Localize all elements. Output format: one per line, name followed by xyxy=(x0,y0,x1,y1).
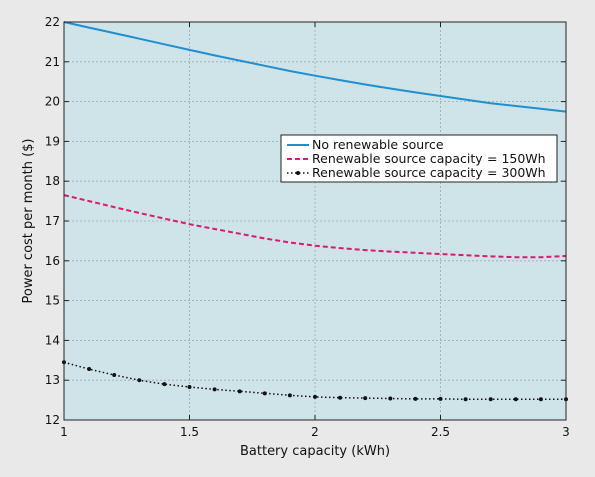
x-tick-label: 2 xyxy=(311,425,319,439)
series-point xyxy=(463,397,468,402)
legend-swatch-marker xyxy=(296,171,300,175)
x-tick-label: 1 xyxy=(60,425,68,439)
series-point xyxy=(187,384,192,389)
y-tick-label: 16 xyxy=(45,254,60,268)
series-point xyxy=(363,396,368,401)
x-axis-label: Battery capacity (kWh) xyxy=(240,444,390,459)
series-point xyxy=(388,396,393,401)
series-point xyxy=(212,387,217,392)
legend-box xyxy=(280,134,558,183)
y-tick-label: 15 xyxy=(45,294,60,308)
plot-area xyxy=(64,22,566,420)
series-point xyxy=(488,397,493,402)
axis-ticks: 1 1.5 2 2.5 3 12 13 14 15 16 17 18 19 20 21 22 xyxy=(45,15,570,439)
series-point xyxy=(112,373,117,378)
series-point xyxy=(338,395,343,400)
y-tick-label: 14 xyxy=(45,333,60,347)
series-layer xyxy=(62,21,568,402)
series-point xyxy=(162,382,167,387)
series-line-1 xyxy=(63,21,567,113)
series-point xyxy=(262,391,267,396)
series-point xyxy=(313,394,317,399)
legend-value-2: = 150Wh xyxy=(487,151,546,166)
series-point xyxy=(538,397,543,402)
y-tick-label: 17 xyxy=(45,214,60,228)
series-point xyxy=(287,393,292,398)
x-tick-label: 3 xyxy=(562,425,570,439)
y-tick-label: 19 xyxy=(45,134,60,148)
series-line-3 xyxy=(63,361,566,401)
y-tick-label: 22 xyxy=(45,15,60,29)
y-tick-label: 18 xyxy=(45,174,60,188)
series-point xyxy=(87,367,92,372)
y-tick-label: 13 xyxy=(45,373,60,387)
legend-value-3: = 300Wh xyxy=(487,165,546,180)
series-point xyxy=(237,389,242,394)
legend-label-1: No renewable source xyxy=(312,137,444,152)
legend-label-2: Renewable source capacity xyxy=(312,151,483,166)
series-point xyxy=(513,397,518,402)
series-point xyxy=(413,396,418,401)
series-line-2 xyxy=(63,194,567,259)
y-tick-label: 21 xyxy=(45,55,60,69)
y-tick-label: 12 xyxy=(45,413,60,427)
x-tick-label: 2.5 xyxy=(431,425,450,439)
x-tick-label: 1.5 xyxy=(180,425,199,439)
y-tick-label: 20 xyxy=(45,95,60,109)
series-point xyxy=(137,378,142,383)
y-axis-label: Power cost per month ($) xyxy=(21,138,36,303)
series-point xyxy=(438,396,443,401)
legend-label-3: Renewable source capacity xyxy=(312,165,483,180)
